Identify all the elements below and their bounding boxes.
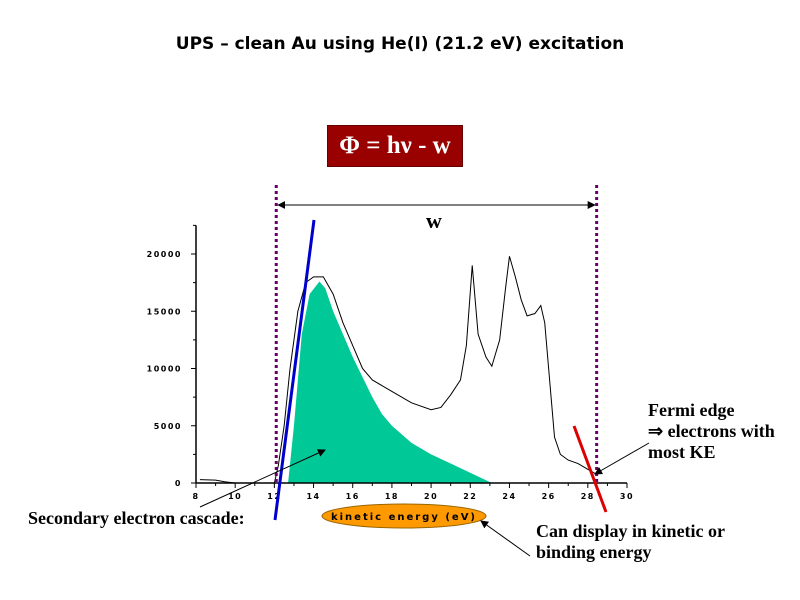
secondary-cascade-label: Secondary electron cascade: xyxy=(28,508,245,528)
y-tick-label: 5000 xyxy=(154,422,182,431)
display-pointer-arrow xyxy=(480,520,531,557)
x-tick-label: 12 xyxy=(267,492,281,501)
x-tick-label: 24 xyxy=(502,492,516,501)
x-tick-label: 20 xyxy=(424,492,438,501)
cascade-pointer-arrow xyxy=(199,449,326,508)
x-axis-label: kinetic energy (eV) xyxy=(331,512,477,523)
x-tick-label: 28 xyxy=(581,492,595,501)
fermi-line-1: Fermi edge xyxy=(648,400,735,420)
x-tick-label: 16 xyxy=(346,492,360,501)
fermi-tangent-line xyxy=(572,425,608,513)
display-line-1: Can display in kinetic or xyxy=(536,521,726,541)
y-tick-label: 15000 xyxy=(147,307,182,316)
w-label: w xyxy=(426,208,442,233)
work-function-formula: Φ = hν - w xyxy=(327,125,463,167)
slide-title: UPS – clean Au using He(I) (21.2 eV) exc… xyxy=(175,34,625,54)
fermi-edge-label: Fermi edge ⇒ electrons with most KE xyxy=(648,400,775,463)
spectrum-line xyxy=(199,256,598,484)
fermi-pointer-arrow xyxy=(594,442,650,475)
display-line-2: binding energy xyxy=(536,542,652,562)
y-tick-label: 0 xyxy=(175,479,182,488)
x-tick-label: 14 xyxy=(306,492,320,501)
x-tick-label: 18 xyxy=(385,492,399,501)
fermi-line-3: most KE xyxy=(648,442,716,462)
x-tick-label: 30 xyxy=(620,492,634,501)
x-tick-label: 10 xyxy=(228,492,242,501)
secondary-cascade-area xyxy=(288,281,492,483)
y-tick-label: 10000 xyxy=(147,365,182,374)
x-tick-label: 26 xyxy=(542,492,556,501)
x-axis-label-bg xyxy=(321,503,487,529)
x-tick-label: 8 xyxy=(192,492,199,501)
x-tick-label: 22 xyxy=(463,492,477,501)
y-tick-label: 20000 xyxy=(147,250,182,259)
fermi-line-2: ⇒ electrons with xyxy=(648,421,775,441)
display-note: Can display in kinetic or binding energy xyxy=(536,521,725,563)
